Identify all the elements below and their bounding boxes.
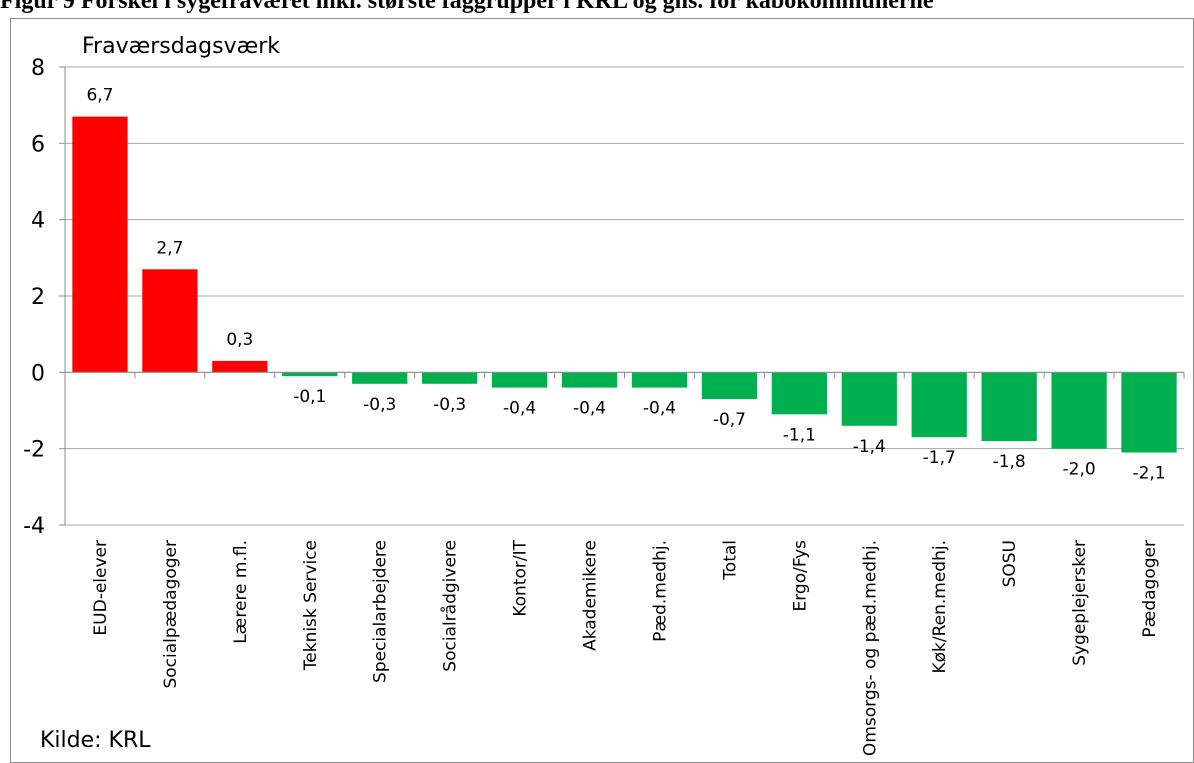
x-tick-label: Køk/Ren.medhj. <box>930 540 950 674</box>
x-tick-label: Ergo/Fys <box>790 540 810 612</box>
x-tick-label: Pæd.medhj. <box>650 540 670 642</box>
bar-akademikere <box>561 372 618 388</box>
data-label: -0,3 <box>363 395 396 415</box>
data-label: -0,7 <box>713 410 746 430</box>
x-tick-label: Pædagoger <box>1140 540 1160 638</box>
y-tick-label: -4 <box>23 514 45 539</box>
y-tick-label: 8 <box>31 56 45 81</box>
x-tick-label: Kontor/IT <box>511 539 531 616</box>
x-tick-label: Teknisk Service <box>301 540 321 671</box>
data-label: -1,4 <box>853 437 886 457</box>
bar-ergo-fys <box>771 372 827 415</box>
bar-lærere-m-fl- <box>212 360 268 373</box>
data-label: -2,1 <box>1132 463 1165 483</box>
bar-kontor-it <box>491 372 548 388</box>
x-tick-label: SOSU <box>1000 540 1020 587</box>
data-label: -0,3 <box>433 395 466 415</box>
x-tick-label: Sygeplejersker <box>1070 540 1090 666</box>
x-tick-label: EUD-elever <box>91 540 111 636</box>
bar-omsorgs-og-pæd-medhj- <box>841 372 897 426</box>
x-tick-label: Lærere m.fl. <box>231 540 251 644</box>
bar-total <box>701 372 758 400</box>
data-label: -0,4 <box>503 399 536 419</box>
data-label: -0,4 <box>573 399 606 419</box>
y-tick-label: 6 <box>31 132 45 157</box>
x-tick-label: Omsorgs- og pæd.medhj. <box>860 540 880 756</box>
data-label: -1,1 <box>783 425 816 445</box>
data-label: -2,0 <box>1063 460 1096 480</box>
y-tick-label: 0 <box>31 361 45 386</box>
bar-pæd-medhj- <box>631 372 688 388</box>
bar-pædagoger <box>1121 372 1177 453</box>
bar-køk-ren-medhj- <box>911 372 967 438</box>
x-tick-label: Specialarbejdere <box>371 540 391 683</box>
bar-eud-elever <box>72 116 128 373</box>
data-label: 6,7 <box>86 86 113 106</box>
x-tick-label: Total <box>720 540 740 581</box>
data-label: -0,1 <box>293 387 326 407</box>
data-label: -0,4 <box>643 399 676 419</box>
bar-socialrådgivere <box>422 372 478 384</box>
data-label: 0,3 <box>226 330 253 350</box>
data-label: 2,7 <box>156 238 183 258</box>
bar-teknisk-service <box>282 372 338 377</box>
bar-specialarbejdere <box>352 372 408 384</box>
y-axis-label: Fraværsdagsværk <box>82 34 280 59</box>
data-label: -1,8 <box>993 452 1026 472</box>
bar-sygeplejersker <box>1051 372 1107 449</box>
source-note: Kilde: KRL <box>40 728 151 753</box>
bar-socialpædagoger <box>142 269 198 373</box>
bar-sosu <box>981 372 1037 442</box>
x-tick-label: Akademikere <box>581 540 601 651</box>
y-tick-label: 4 <box>31 209 45 234</box>
data-label: -1,7 <box>923 448 956 468</box>
y-tick-label: 2 <box>31 285 45 310</box>
figure-title: Figur 9 Forskel i sygefraværet inkl. stø… <box>0 0 934 14</box>
x-tick-label: Socialpædagoger <box>161 540 181 689</box>
y-tick-label: -2 <box>23 438 45 463</box>
x-tick-label: Socialrådgivere <box>440 540 461 672</box>
